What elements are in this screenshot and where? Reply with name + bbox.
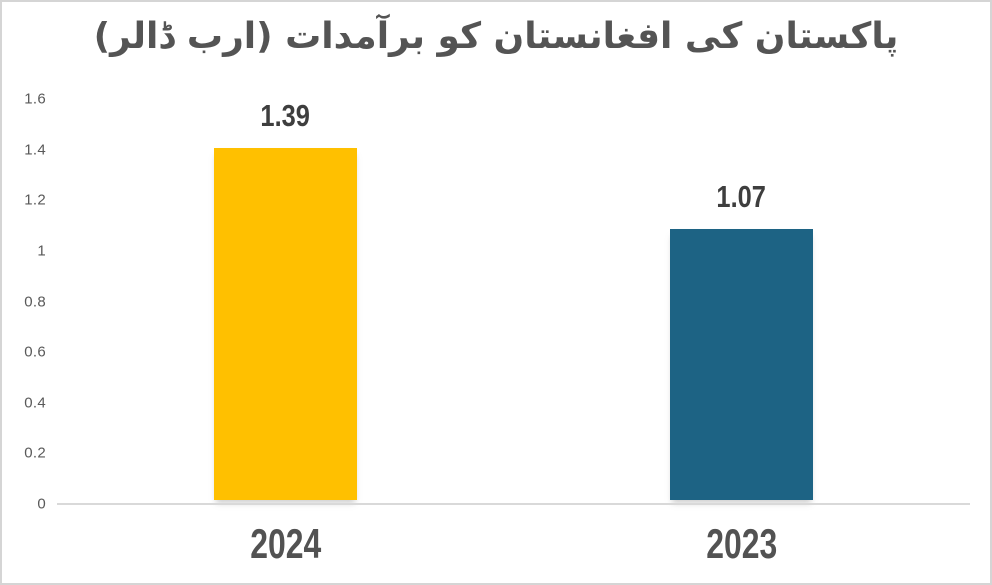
y-axis-tick-label: 1.6: [24, 90, 46, 108]
y-axis-tick-label: 0.8: [24, 293, 46, 311]
data-label-2024: 1.39: [260, 98, 311, 133]
x-axis-label-2024: 2024: [249, 520, 322, 567]
x-axis-line: [57, 503, 970, 505]
data-label-2023: 1.07: [716, 179, 767, 214]
bar-group-2024: 1.39: [214, 100, 357, 500]
y-axis-tick-label: 0.4: [24, 394, 46, 412]
y-axis-tick-label: 1.2: [24, 191, 46, 209]
y-axis-tick-label: 1: [37, 242, 46, 260]
bar-2023: [670, 229, 813, 500]
y-axis-tick-label: 0.2: [24, 444, 46, 462]
x-axis-label-2023: 2023: [705, 520, 778, 567]
bar-2024: [214, 148, 357, 500]
y-axis-tick-label: 0: [37, 495, 46, 513]
y-axis-tick-label: 1.4: [24, 141, 46, 159]
bar-group-2023: 1.07: [670, 181, 813, 500]
y-axis-tick-label: 0.6: [24, 343, 46, 361]
chart-title: پاکستان کی افغانستان کو برآمدات (ارب ڈال…: [93, 16, 899, 57]
plot-area: 1.39 1.07: [57, 99, 970, 500]
